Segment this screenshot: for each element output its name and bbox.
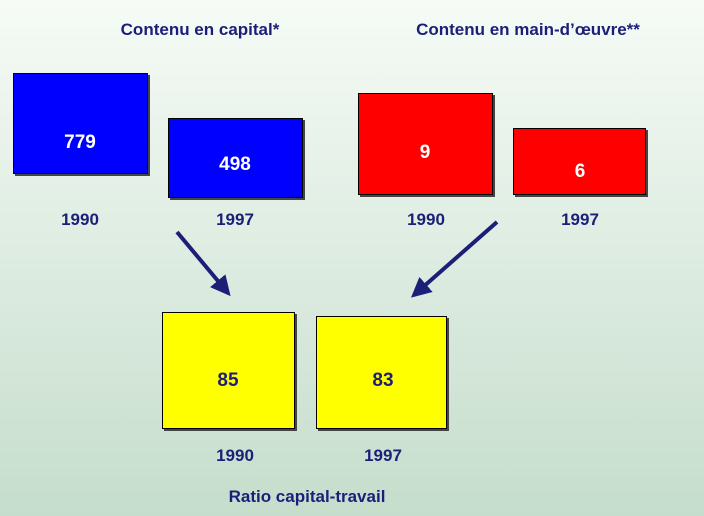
arrow [175,230,231,297]
group-title: Contenu en main-d’œuvre** [416,20,640,39]
box [316,316,447,429]
box-value: 85 [217,370,239,391]
box-value: 498 [219,154,251,175]
box-value: 6 [574,161,586,182]
year-label: 1990 [61,210,99,229]
box [513,128,646,195]
group-title: Ratio capital-travail [228,487,386,506]
year-label: 1997 [364,446,402,465]
box-value: 83 [372,370,394,391]
year-label: 1997 [561,210,599,229]
arrow [410,220,499,298]
group-title: Contenu en capital* [120,20,280,39]
year-label: 1997 [216,210,254,229]
box-value: 9 [419,142,431,163]
year-label: 1990 [216,446,254,465]
box [358,93,493,195]
box [168,118,303,198]
box [13,73,148,174]
box [162,312,295,429]
box-value: 779 [64,132,96,153]
year-label: 1990 [407,210,445,229]
